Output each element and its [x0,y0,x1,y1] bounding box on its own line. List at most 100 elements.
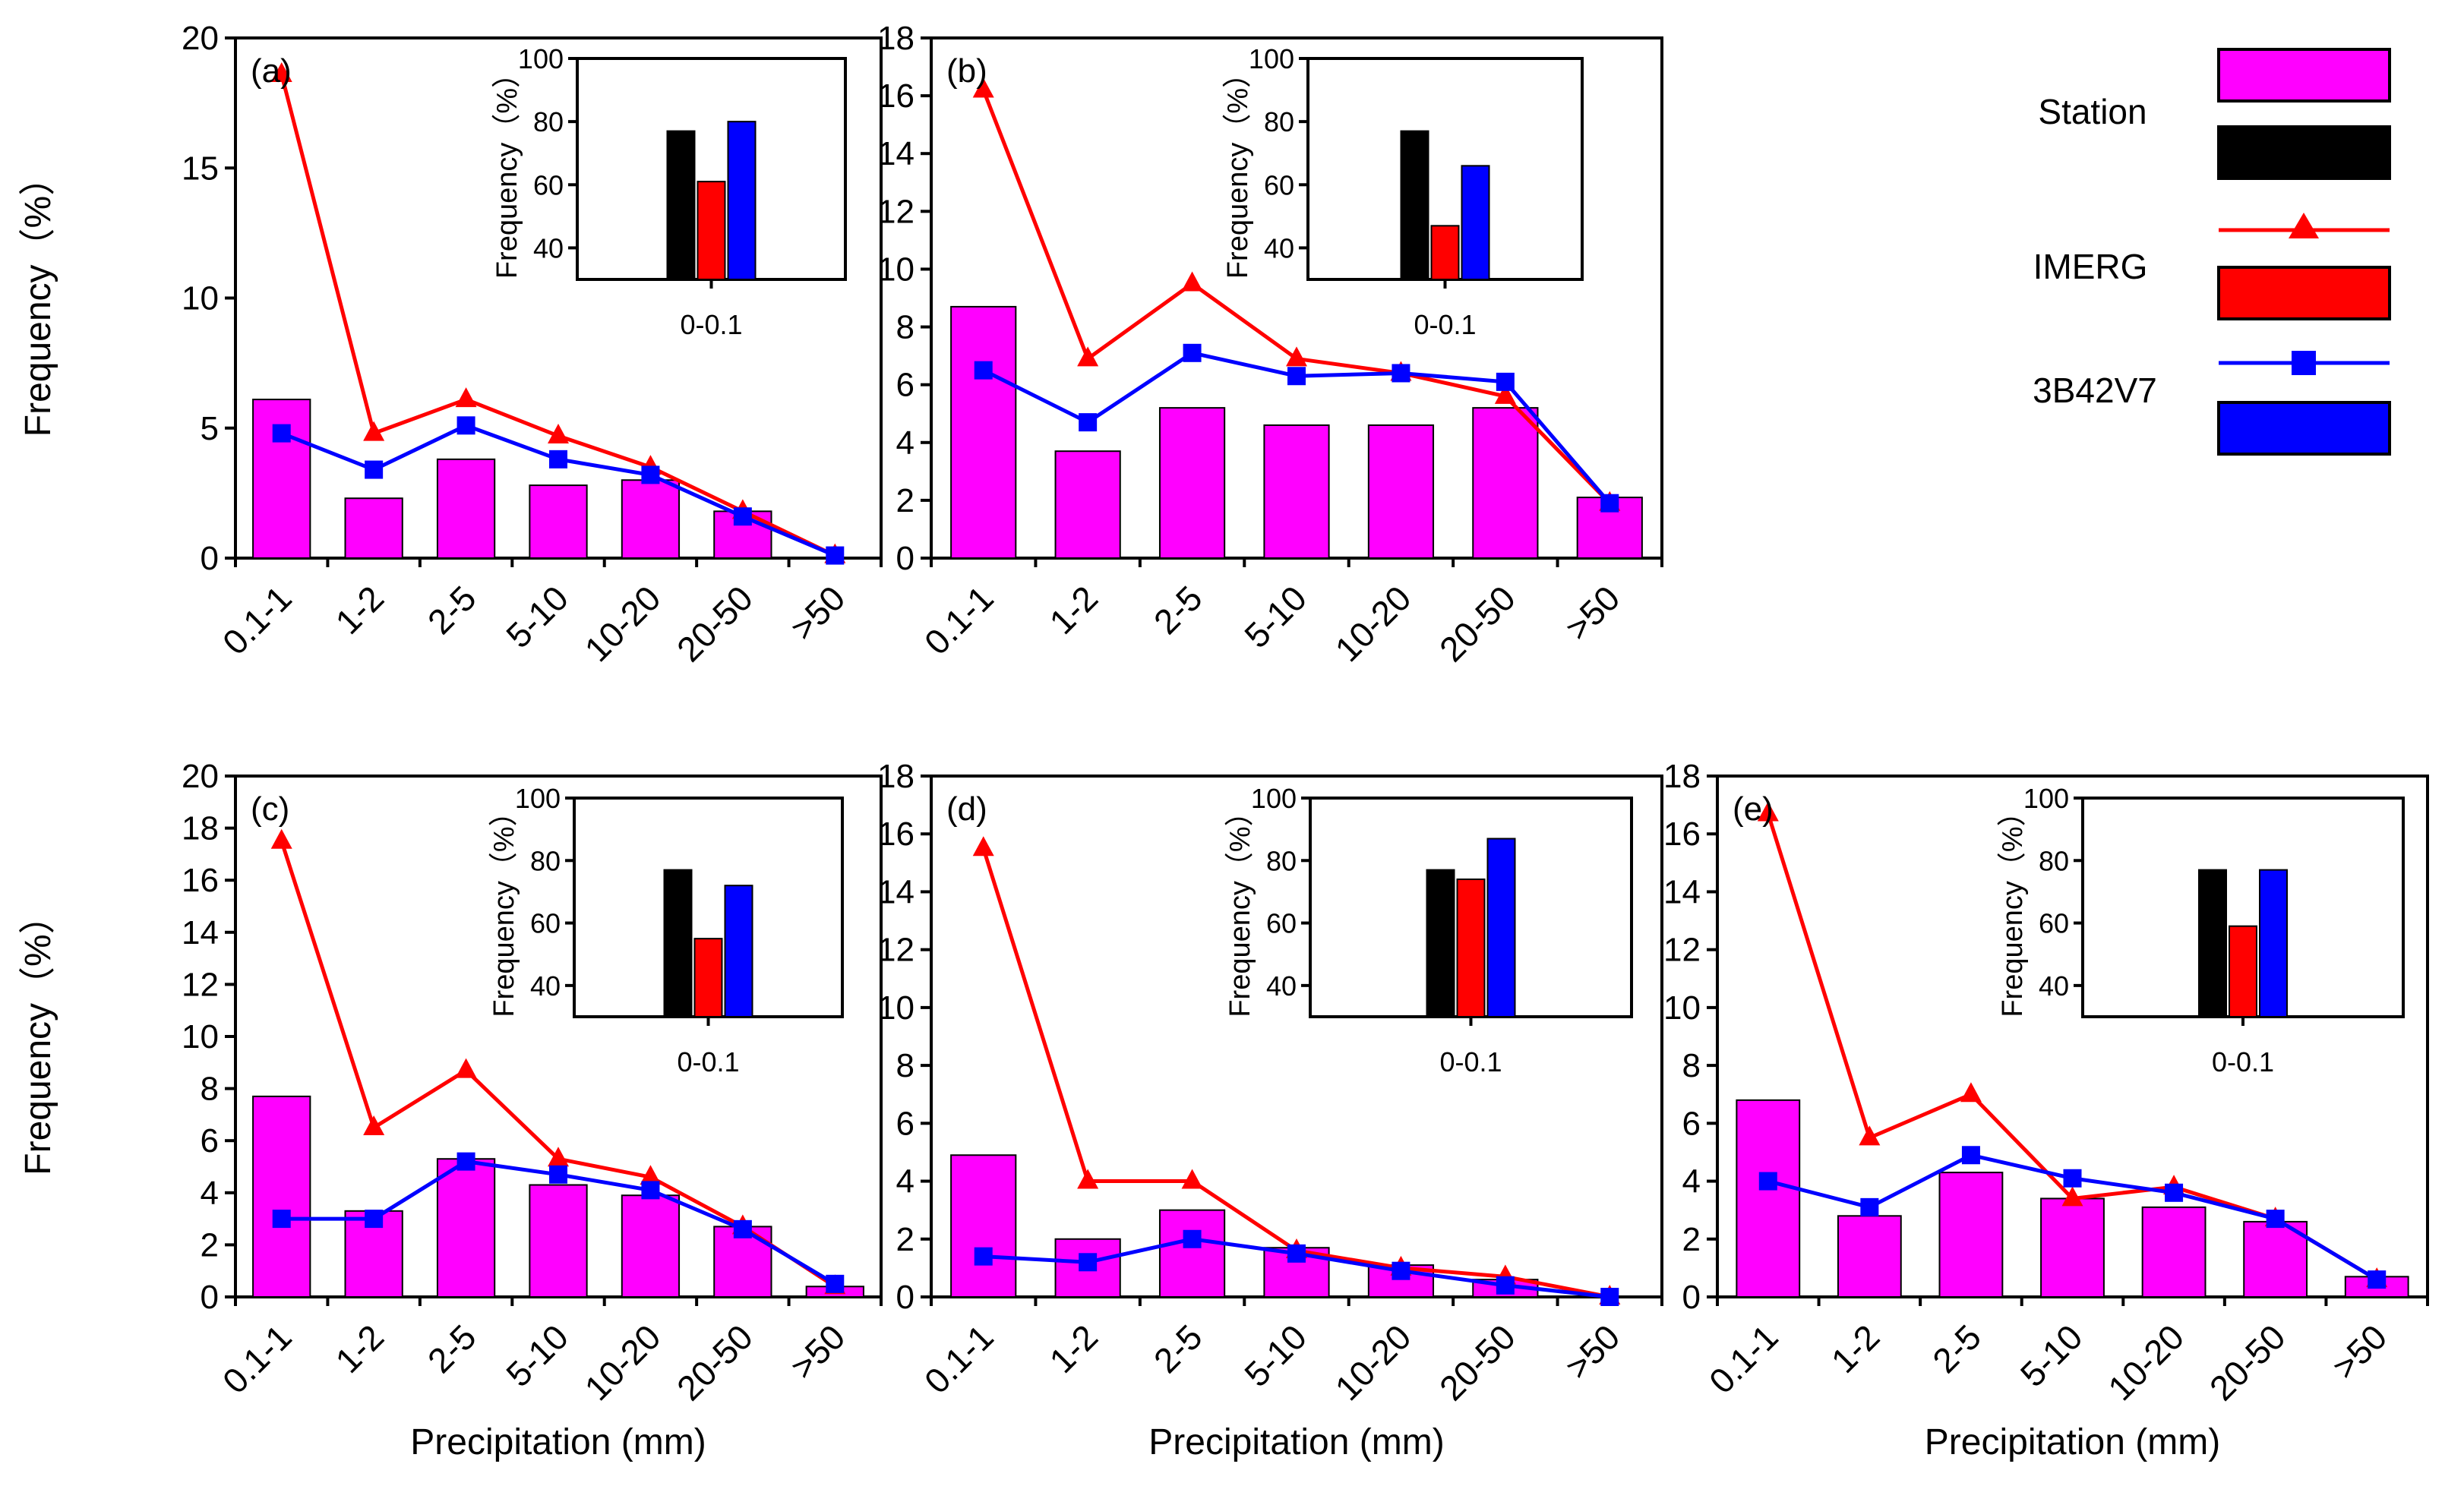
x-tick-label: 0.1-1 [1701,1317,1786,1401]
x-tick-label: 5-10 [498,578,576,655]
inset-y-axis-label: Frequency（%） [1997,797,2029,1017]
x-tick-label: >50 [782,578,852,648]
y-tick-label: 14 [182,914,219,951]
y-tick-label: 8 [896,309,915,346]
x-tick-label: 10-20 [2100,1317,2191,1408]
panel-label: (e) [1733,790,1774,828]
point-3b42v7-20-50 [733,507,752,526]
point-imerg-5-10 [548,424,569,444]
y-tick-label: 12 [877,932,915,969]
panel-label: (c) [251,790,289,828]
inset-y-tick-label: 100 [2023,783,2069,814]
point-3b42v7-10-20 [1392,364,1410,383]
inset-y-tick-label: 40 [2039,970,2069,1002]
y-tick-label: 20 [182,20,219,57]
y-tick-label: 4 [896,1163,915,1200]
x-tick-label: 2-5 [420,1317,484,1380]
x-tick-label: 1-2 [1041,1317,1105,1380]
point-imerg-0.1-1 [270,828,292,849]
y-tick-label: 8 [896,1047,915,1084]
point-imerg-1-2 [363,421,385,441]
y-tick-label: 10 [182,1018,219,1055]
point-imerg-5-10 [2061,1186,2083,1207]
inset-bar-imerg [693,938,723,1017]
bar-station-5-10 [1263,424,1330,560]
inset-y-axis-label: Frequency（%） [1222,59,1254,279]
y-tick-label: 12 [182,966,219,1003]
bar-station-2-5 [436,1158,496,1298]
point-3b42v7-5-10 [2063,1169,2082,1188]
point-3b42v7-0.1-1 [272,424,291,443]
y-tick-label: 10 [877,251,915,288]
y-tick-label: 2 [201,1226,219,1264]
point-3b42v7-20-50 [2266,1210,2285,1229]
y-tick-label: 18 [877,20,915,57]
legend-label-imerg: IMERG [2033,247,2148,286]
point-3b42v7-2-5 [456,416,475,435]
x-tick-label: 10-20 [577,578,668,669]
x-tick-label: 1-2 [1041,578,1105,642]
inset-y-tick-label: 80 [533,106,564,137]
inset-bar-station [663,869,693,1017]
point-3b42v7-0.1-1 [1758,1172,1777,1191]
panel-b: 0 2 4 6 8 10 12 14 16 18 0.1-1 1-2 2-5 5-10 10-20 20-50… [877,20,1663,669]
x-tick-label: >50 [1557,578,1627,648]
inset-bar-imerg [2229,925,2257,1017]
legend-swatch-imerg-inset [2217,266,2391,320]
y-tick-label: 2 [896,1221,915,1258]
bar-station-0.1-1 [252,1095,311,1298]
panel-a: 0 5 10 15 20 0.1-1 1-2 2-5 5-10 10-20 20-50 >50 (a) F… [18,20,883,669]
x-tick-label: >50 [782,1317,852,1387]
point-imerg-5-10 [1286,346,1307,367]
point-3b42v7-1-2 [365,1210,384,1229]
bar-station-0.1-1 [950,305,1017,559]
legend-marker-3b42v7 [2292,351,2316,375]
inset-bar-station [666,130,696,280]
point-3b42v7-5-10 [1287,367,1306,386]
y-tick-label: 10 [877,989,915,1027]
point-3b42v7-5-10 [1287,1244,1306,1263]
point-imerg-2-5 [455,387,477,408]
panel-e: 0 2 4 6 8 10 12 14 16 18 0.1-1 1-2 2-5 5-10 10-20 20-50… [1663,758,2429,1462]
point-imerg-0.1-1 [270,62,292,82]
inset-y-axis-label: Frequency（%） [488,797,520,1017]
point-3b42v7-20-50 [1496,372,1515,391]
x-tick-label: 2-5 [1925,1317,1989,1380]
bar-station-20-50 [2243,1220,2308,1298]
legend: Station IMERG 3B42V7 [2033,48,2391,456]
x-tick-label: 5-10 [1237,578,1314,655]
point-3b42v7-2-5 [1961,1146,1980,1165]
point-imerg-2-5 [1181,1169,1203,1189]
point-3b42v7-5-10 [549,1165,567,1184]
x-tick-label: 1-2 [1824,1317,1887,1380]
x-tick-label: 20-50 [1432,578,1523,669]
y-tick-label: 12 [1663,932,1701,969]
y-tick-label: 6 [1682,1105,1701,1142]
inset-y-tick-label: 80 [1264,106,1294,137]
panel-label: (a) [251,52,292,90]
x-tick-label: 2-5 [1146,578,1210,642]
inset-x-tick-label: 0-0.1 [1439,1046,1502,1077]
x-tick-label: 0.1-1 [215,1317,299,1401]
inset-bar-3b42v7 [727,121,757,280]
point-3b42v7-10-20 [641,1181,660,1200]
bar-station-10-20 [2141,1206,2207,1298]
bar-station-5-10 [529,484,588,559]
y-axis-label: Frequency（%） [18,898,58,1175]
inset-y-tick-label: 80 [1266,845,1297,876]
x-tick-label: 10-20 [1328,578,1419,669]
inset-y-tick-label: 40 [1266,970,1297,1002]
inset-y-tick-label: 60 [533,169,564,200]
y-tick-label: 2 [896,482,915,519]
x-axis-label: Precipitation (mm) [1925,1422,2220,1462]
inset-y-tick-label: 40 [533,232,564,263]
y-tick-label: 16 [877,816,915,853]
point-3b42v7-10-20 [641,465,660,484]
bar-station-1-2 [344,497,403,559]
y-tick-label: 10 [182,280,219,317]
point-3b42v7-0.1-1 [974,361,993,380]
inset-bar-3b42v7 [1461,165,1490,280]
point-3b42v7-1-2 [1079,413,1098,432]
point-3b42v7->50 [826,1274,845,1293]
